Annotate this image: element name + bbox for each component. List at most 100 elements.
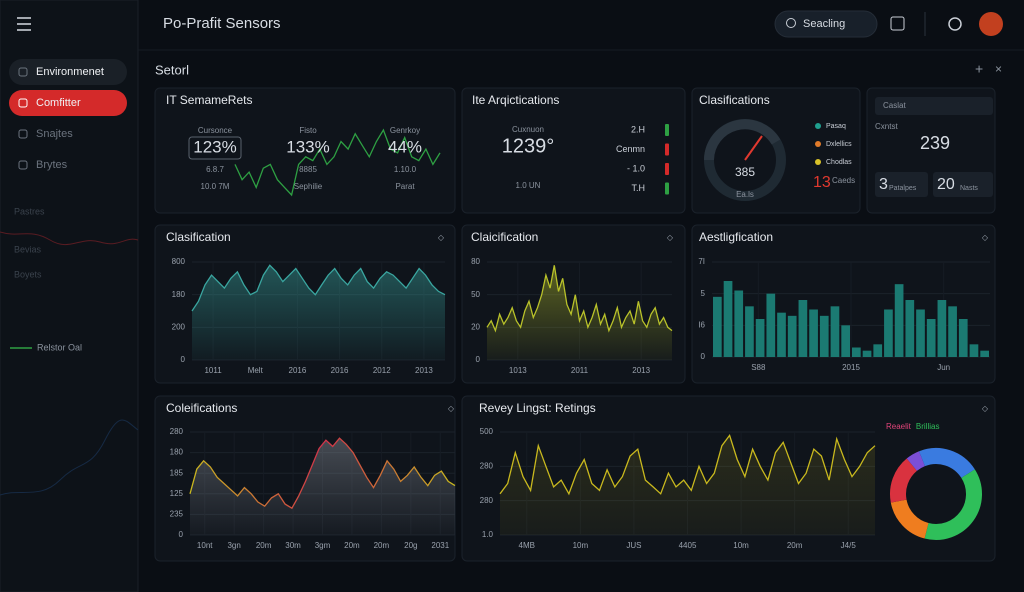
legend-dot [815, 159, 821, 165]
legend-label: Chodlas [826, 159, 852, 166]
x-tick-label: 2013 [415, 366, 433, 375]
stat-box-value: 3 [879, 176, 888, 193]
notify-icon[interactable] [890, 16, 905, 31]
y-tick-label: 500 [480, 427, 494, 436]
bar [969, 344, 979, 357]
kpi-value: 123% [193, 137, 236, 156]
bar [809, 309, 818, 357]
bar [958, 319, 968, 357]
chart-title: Aestligfication [699, 230, 773, 244]
donut-segment [890, 458, 918, 503]
y-tick-label: 0 [701, 352, 706, 361]
y-tick-label: 800 [172, 257, 186, 266]
x-tick-label: 3gn [227, 541, 240, 550]
bar [734, 290, 744, 357]
line [486, 265, 673, 333]
close-icon[interactable]: × [995, 62, 1002, 76]
kpi-value: 133% [286, 137, 329, 156]
bar [723, 281, 733, 357]
menu-icon [18, 67, 28, 77]
metric-label: Cuxnuon [512, 125, 544, 134]
bar [841, 325, 850, 357]
stat-label: Cxntst [875, 122, 898, 131]
y-tick-label: 280 [480, 496, 494, 505]
x-tick-label: Jun [937, 363, 950, 372]
gauge-sub: Ea.ls [736, 190, 754, 199]
area-fill [190, 438, 455, 535]
bar [905, 300, 915, 357]
chart-title: Revey Lingst: Retings [479, 401, 596, 415]
bar [755, 319, 765, 357]
sidebar-legend: Relstor Oal [37, 342, 82, 352]
chart-title: Claicification [471, 230, 538, 244]
gauge-value: 385 [735, 165, 755, 179]
gauge-needle [744, 135, 763, 161]
select-text: Caslat [883, 101, 906, 110]
bar [830, 306, 840, 357]
stat-box-label: Nasts [960, 185, 978, 192]
y-tick-label: 5 [701, 289, 706, 298]
avatar[interactable] [979, 12, 1003, 36]
sparkline [234, 128, 441, 197]
donut-segment [924, 469, 982, 540]
y-tick-label: I6 [698, 320, 705, 329]
stat-box-label: Patalpes [889, 185, 917, 192]
panel [154, 87, 456, 214]
sidebar-faded: Bevias [14, 244, 42, 254]
bar [777, 312, 786, 357]
x-tick-label: 2016 [289, 366, 307, 375]
kpi-sub: 1.10.0 [394, 165, 417, 174]
menu-item[interactable]: Brytes [36, 159, 68, 171]
status-bar [665, 143, 669, 156]
search-box[interactable] [774, 10, 878, 38]
chart-menu: ◇ [982, 233, 989, 242]
menu-item-bg [9, 59, 127, 85]
donut-legend: Reaelit [886, 422, 912, 431]
legend-dot [815, 123, 821, 129]
status-bar [665, 182, 669, 195]
bar [819, 315, 829, 357]
bar [916, 309, 925, 357]
x-tick-label: 3gm [315, 541, 331, 550]
donut-segment [906, 451, 926, 472]
count-label: Caeds [832, 176, 855, 185]
x-tick-label: 2012 [373, 366, 391, 375]
y-tick-label: 7I [698, 257, 705, 266]
x-tick-label: 20m [374, 541, 390, 550]
panel-title: IT SemameRets [166, 93, 252, 107]
metric-value: 1239° [502, 135, 555, 157]
y-tick-label: 1.0 [482, 530, 494, 539]
y-tick-label: 280 [170, 427, 184, 436]
chart-menu: ◇ [438, 233, 445, 242]
chart-title: Clasification [166, 230, 231, 244]
add-icon[interactable]: + [975, 61, 983, 77]
status-bar [665, 124, 669, 136]
kpi-value: 44% [388, 137, 422, 156]
donut-segment [890, 499, 929, 539]
x-tick-label: 20m [256, 541, 272, 550]
y-tick-label: 180 [172, 290, 186, 299]
x-tick-label: 20m [344, 541, 360, 550]
bar [798, 300, 808, 357]
bar [766, 293, 776, 357]
sidebar-deco-line [0, 419, 139, 496]
select-box[interactable] [875, 97, 993, 115]
status-bar [665, 163, 669, 175]
menu-item[interactable]: Environmenet [36, 66, 104, 78]
settings-icon[interactable] [948, 17, 962, 31]
sidebar-faded: Boyets [14, 269, 42, 279]
line [191, 264, 446, 312]
kpi-sub: 10.0 7M [201, 182, 230, 191]
legend-label: Pasaq [826, 123, 846, 130]
menu-item[interactable]: Snajtes [36, 128, 73, 140]
app-title: Po-Prafit Sensors [163, 15, 281, 32]
gauge-arc [704, 119, 781, 161]
x-tick-label: 30m [285, 541, 301, 550]
menu-item[interactable]: Comfitter [36, 97, 81, 109]
donut-legend: Brillias [916, 422, 940, 431]
sidebar-deco-line [0, 231, 139, 246]
menu-button[interactable] [17, 17, 31, 31]
menu-item-bg [9, 90, 127, 116]
x-tick-label: 10m [733, 541, 749, 550]
x-tick-label: S88 [751, 363, 766, 372]
